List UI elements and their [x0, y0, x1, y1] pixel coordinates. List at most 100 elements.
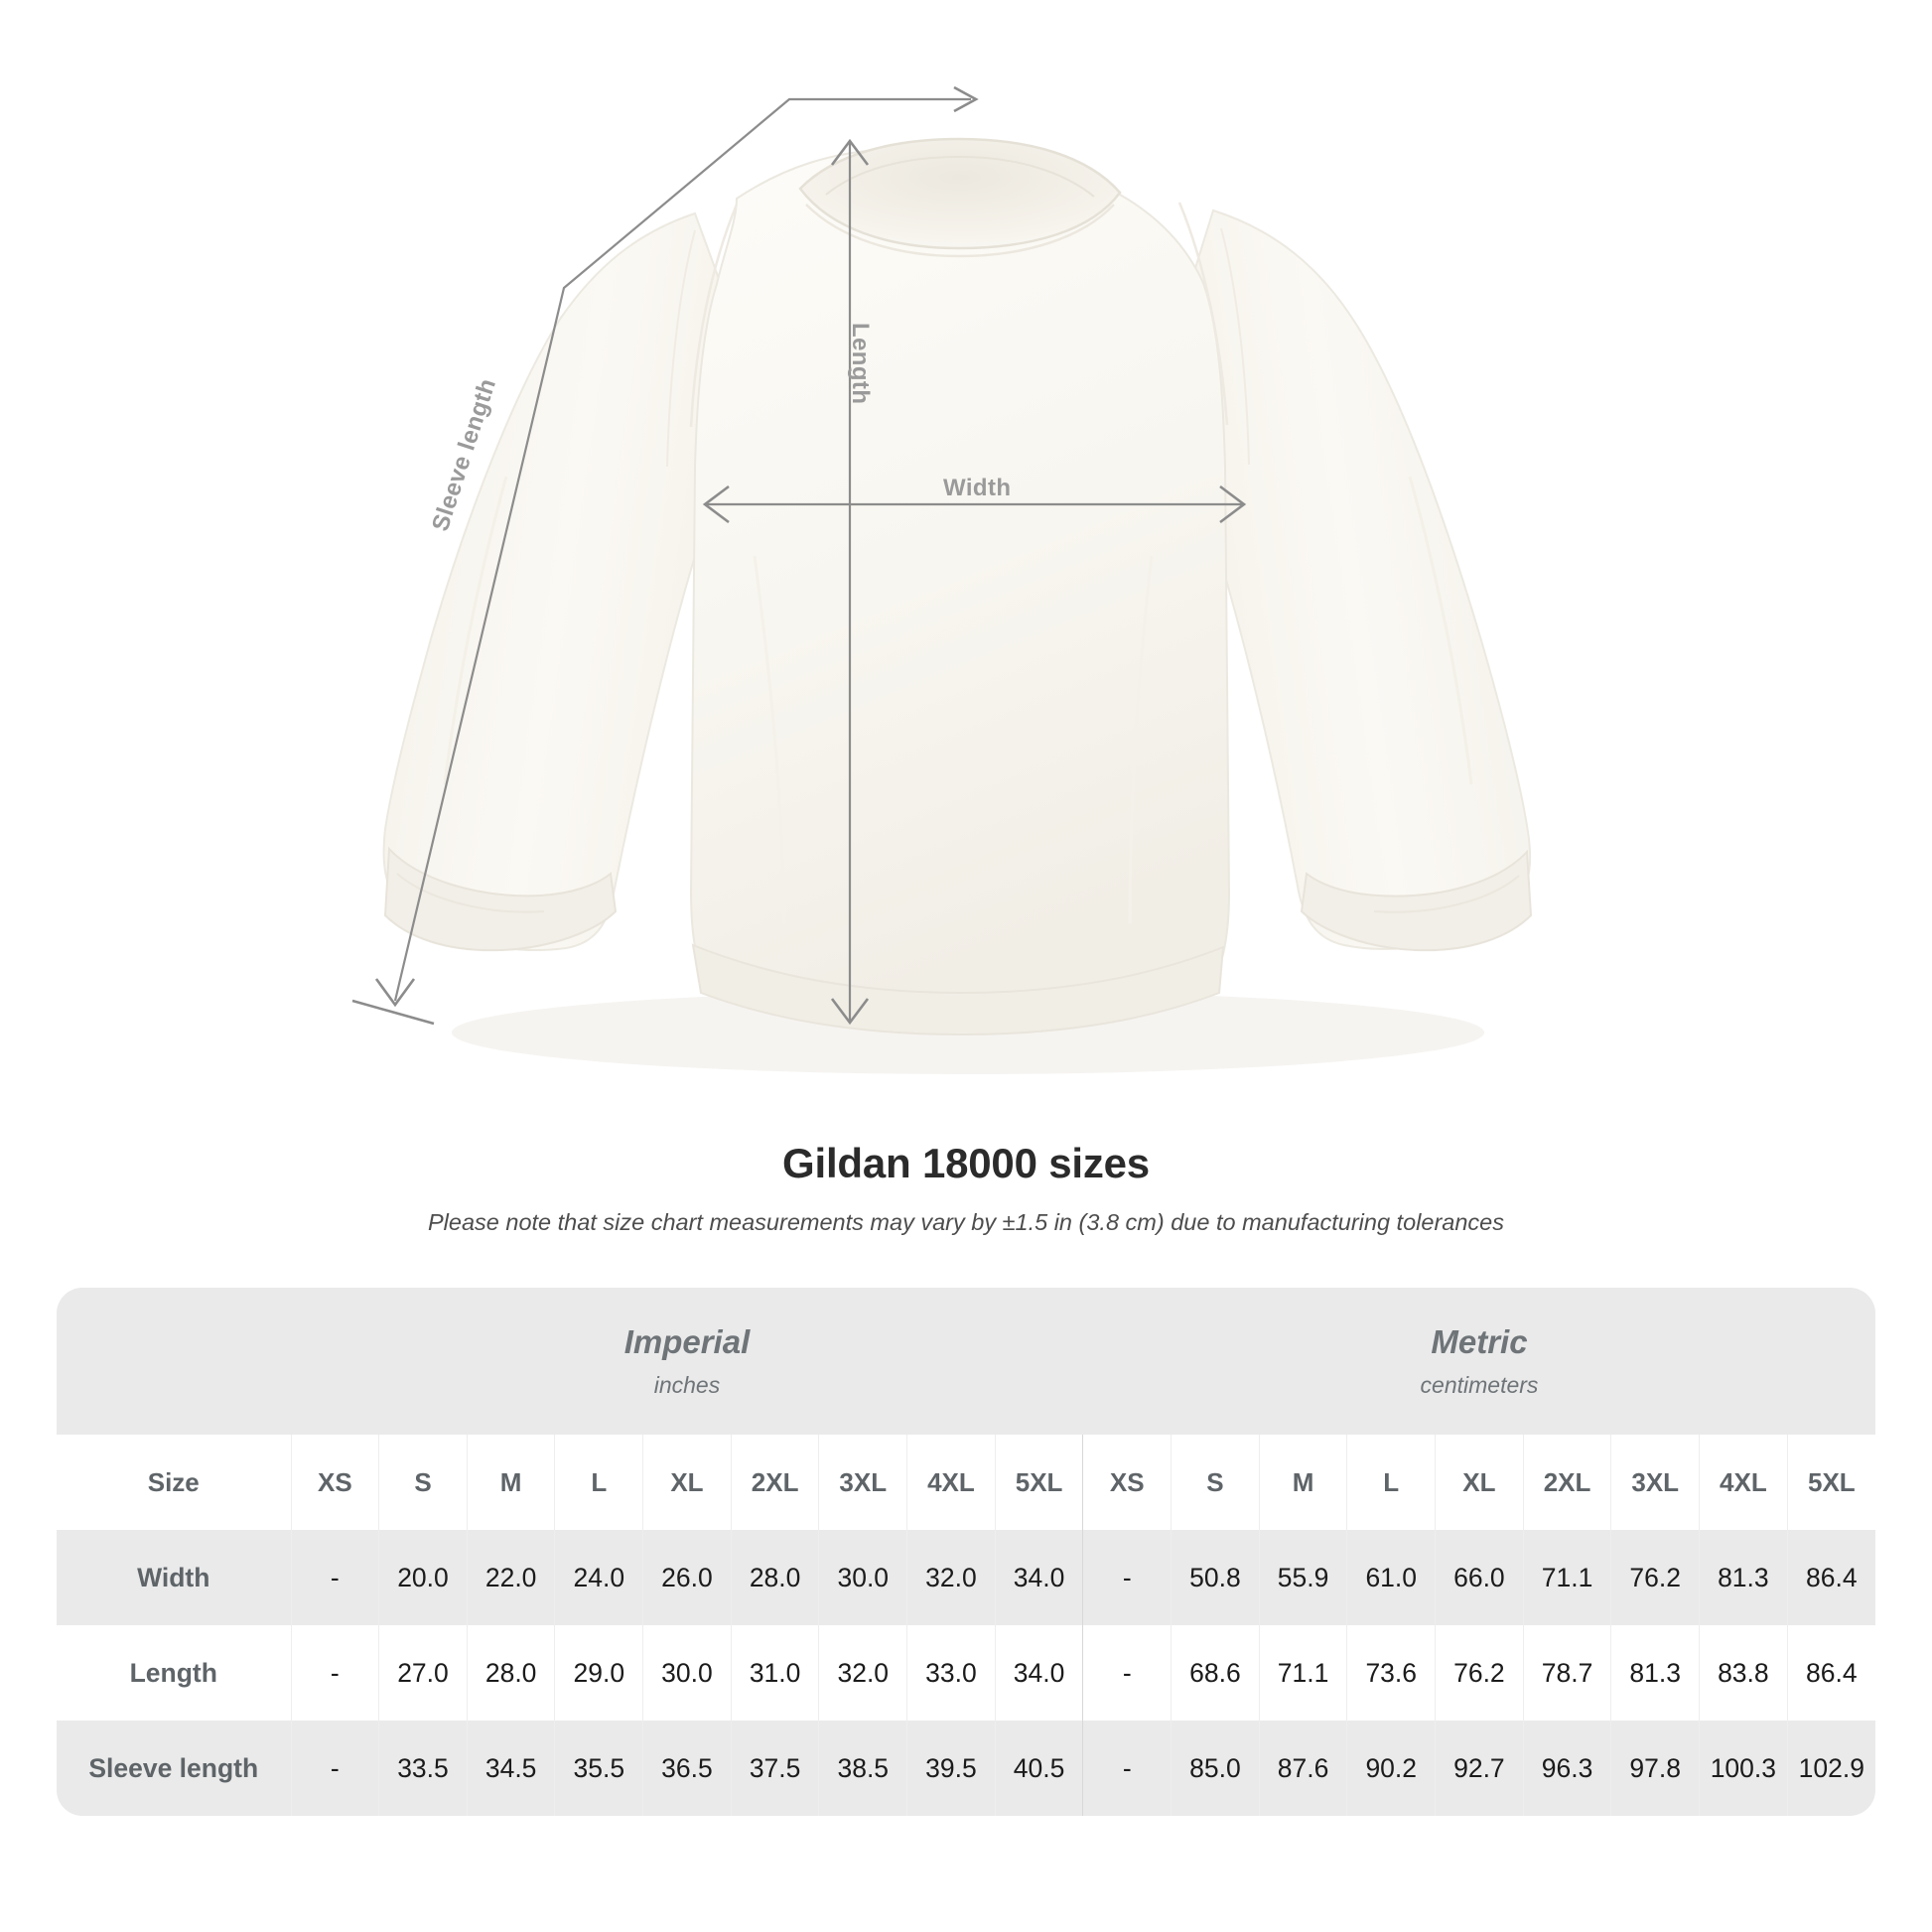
right-cuff [1300, 849, 1533, 952]
fabric-fold-2 [1128, 555, 1154, 924]
cell-metric-2: 87.6 [1258, 1721, 1347, 1816]
cell-metric-4: 76.2 [1435, 1625, 1524, 1721]
size-header-metric-2xl: 2XL [1522, 1435, 1611, 1530]
cell-imperial-8: 40.5 [994, 1721, 1083, 1816]
left-cuff [383, 846, 618, 952]
unit-group-name: Metric [1431, 1322, 1528, 1360]
table-row: Width -20.0 22.0 24.0 26.0 28.0 30.0 32.0 34.0-5… [57, 1530, 1875, 1625]
cell-metric-4: 92.7 [1435, 1721, 1524, 1816]
length-dimension-label: Length [847, 323, 874, 405]
left-shoulder-seam [689, 204, 739, 428]
cell-metric-7: 100.3 [1699, 1721, 1788, 1816]
size-header-metric-5xl: 5XL [1786, 1435, 1875, 1530]
cell-imperial-5: 28.0 [730, 1530, 819, 1625]
cell-metric-8: 102.9 [1786, 1721, 1875, 1816]
row-label: Sleeve length [57, 1721, 291, 1816]
right-cuff-rib [1373, 875, 1520, 913]
left-cuff-rib [396, 873, 545, 913]
cell-metric-3: 73.6 [1346, 1625, 1436, 1721]
cell-metric-0: - [1082, 1721, 1172, 1816]
size-label-header: Size [57, 1435, 291, 1530]
unit-group-header-row: Imperial inches Metric centimeters [57, 1288, 1875, 1435]
right-sleeve [1175, 208, 1532, 950]
size-header-metric-xs: XS [1082, 1435, 1172, 1530]
garment-illustration [351, 85, 1533, 1074]
size-header-imperial-4xl: 4XL [906, 1435, 996, 1530]
size-header-imperial-m: M [466, 1435, 555, 1530]
cell-metric-2: 55.9 [1258, 1530, 1347, 1625]
size-header-imperial-s: S [378, 1435, 468, 1530]
cell-metric-0: - [1082, 1530, 1172, 1625]
cell-imperial-7: 32.0 [906, 1530, 996, 1625]
size-header-metric-4xl: 4XL [1699, 1435, 1788, 1530]
cell-imperial-4: 36.5 [642, 1721, 732, 1816]
cell-imperial-7: 33.0 [906, 1625, 996, 1721]
cell-metric-1: 50.8 [1171, 1530, 1260, 1625]
size-header-metric-3xl: 3XL [1610, 1435, 1700, 1530]
collar-inner-edge [825, 155, 1095, 198]
unit-group-imperial: Imperial inches [291, 1288, 1083, 1435]
fabric-fold-1 [753, 555, 786, 924]
cell-imperial-1: 27.0 [378, 1625, 468, 1721]
cell-imperial-2: 22.0 [466, 1530, 555, 1625]
cell-imperial-0: - [290, 1530, 379, 1625]
cell-metric-3: 90.2 [1346, 1721, 1436, 1816]
cell-metric-3: 61.0 [1346, 1530, 1436, 1625]
size-header-imperial-3xl: 3XL [818, 1435, 907, 1530]
collar-seam [805, 204, 1115, 258]
cell-metric-7: 83.8 [1699, 1625, 1788, 1721]
size-header-row: Size XS S M L XL 2XL 3XL 4XL 5XL XS S M L XL 2XL 3XL 4XL 5… [57, 1435, 1875, 1530]
cell-imperial-4: 30.0 [642, 1625, 732, 1721]
size-header-imperial-5xl: 5XL [994, 1435, 1083, 1530]
row-label: Width [57, 1530, 291, 1625]
cell-metric-6: 76.2 [1610, 1530, 1700, 1625]
cell-imperial-2: 28.0 [466, 1625, 555, 1721]
title-block: Gildan 18000 sizes Please note that size… [0, 1140, 1932, 1236]
cell-metric-8: 86.4 [1786, 1625, 1875, 1721]
cell-metric-2: 71.1 [1258, 1625, 1347, 1721]
cell-imperial-8: 34.0 [994, 1530, 1083, 1625]
tolerance-note: Please note that size chart measurements… [428, 1209, 1504, 1235]
size-header-metric-xl: XL [1435, 1435, 1524, 1530]
table-row: Sleeve length -33.5 34.5 35.5 36.5 37.5 38.5 39… [57, 1721, 1875, 1816]
table-row: Length -27.0 28.0 29.0 30.0 31.0 32.0 33.0 34.0-… [57, 1625, 1875, 1721]
unit-group-name: Imperial [623, 1322, 751, 1360]
cell-imperial-5: 31.0 [730, 1625, 819, 1721]
cell-imperial-6: 32.0 [818, 1625, 907, 1721]
size-header-imperial-l: L [554, 1435, 643, 1530]
page-title: Gildan 18000 sizes [782, 1140, 1150, 1186]
unit-header-spacer [57, 1288, 291, 1435]
size-header-metric-s: S [1171, 1435, 1260, 1530]
cell-imperial-3: 24.0 [554, 1530, 643, 1625]
cell-metric-6: 81.3 [1610, 1625, 1700, 1721]
cell-imperial-6: 38.5 [818, 1721, 907, 1816]
cell-metric-1: 85.0 [1171, 1721, 1260, 1816]
cell-imperial-2: 34.5 [466, 1721, 555, 1816]
cell-metric-7: 81.3 [1699, 1530, 1788, 1625]
cell-imperial-3: 29.0 [554, 1625, 643, 1721]
left-sleeve [382, 211, 739, 951]
cell-imperial-1: 33.5 [378, 1721, 468, 1816]
size-header-imperial-2xl: 2XL [730, 1435, 819, 1530]
size-chart-table-container: Imperial inches Metric centimeters Size XS S M L… [57, 1288, 1875, 1816]
bottom-hem [691, 943, 1225, 1036]
cell-imperial-3: 35.5 [554, 1721, 643, 1816]
size-header-metric-l: L [1346, 1435, 1436, 1530]
width-dimension-label: Width [943, 475, 1012, 501]
cell-metric-8: 86.4 [1786, 1530, 1875, 1625]
cell-imperial-0: - [290, 1625, 379, 1721]
cell-metric-5: 96.3 [1522, 1721, 1611, 1816]
length-guide [830, 138, 870, 1026]
cell-metric-0: - [1082, 1625, 1172, 1721]
right-shoulder-seam [1177, 202, 1229, 426]
unit-group-metric: Metric centimeters [1082, 1288, 1875, 1435]
fabric-fold-4 [1408, 476, 1473, 785]
size-chart-table: Imperial inches Metric centimeters Size XS S M L… [57, 1288, 1875, 1816]
sleeve-length-guide [351, 85, 979, 1026]
cell-metric-5: 78.7 [1522, 1625, 1611, 1721]
cell-imperial-6: 30.0 [818, 1530, 907, 1625]
size-header-imperial-xl: XL [642, 1435, 732, 1530]
cell-imperial-0: - [290, 1721, 379, 1816]
row-label: Length [57, 1625, 291, 1721]
unit-group-subtitle: inches [653, 1372, 721, 1399]
